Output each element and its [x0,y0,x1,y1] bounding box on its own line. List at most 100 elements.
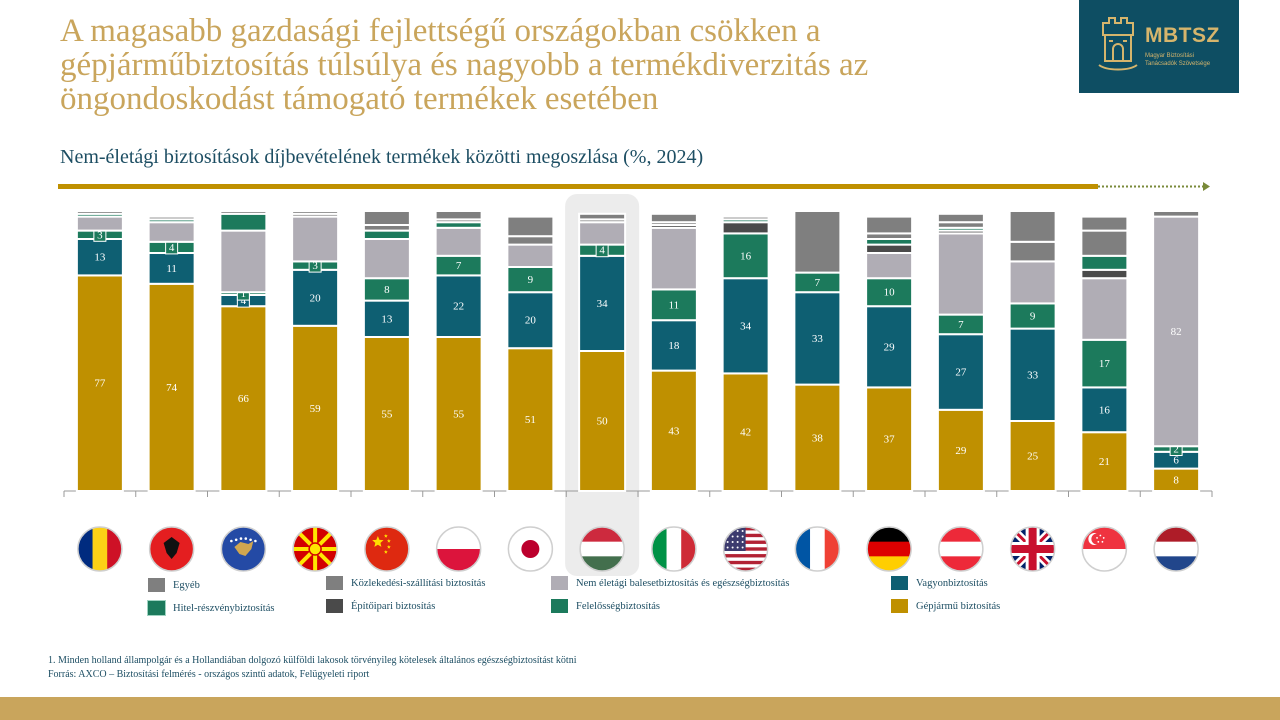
bar-segment-gepjarmu [147,282,196,492]
bar-segment-baleset [578,221,627,246]
data-label: 22 [453,301,464,313]
bar-segment-kozlekedesi [1080,229,1129,257]
logo-tagline: Magyar Biztosítási Tanácsadók Szövetsége [1145,53,1235,68]
data-label: 13 [94,252,106,264]
legend-label: Felelősségbiztosítás [576,600,660,612]
data-label: 9 [528,274,534,286]
data-label: 33 [812,333,824,345]
bar-segment-egyeb [936,212,985,224]
bar-segment-baleset [936,232,985,316]
data-label: 7 [958,319,964,331]
footnote-netherlands: 1. Minden holland állampolgár és a Holla… [48,655,577,666]
bar-segment-vagyon [434,274,483,338]
legend-swatch [326,576,343,590]
headline: A magasabb gazdasági fejlettségű országo… [60,13,869,117]
bar-segment-baleset [1008,260,1057,305]
bar-segment-egyeb [578,212,627,221]
legend-item-hitel: Hitel-részvénybiztosítás [147,600,274,616]
data-label: 13 [381,313,393,325]
bar-stack: 38 33 7 [793,210,842,493]
bar-segment-vagyon [865,305,914,389]
bar-segment-egyeb [362,210,411,226]
logo-name: MBTSZ [1145,24,1220,47]
bar-segment-baleset [291,215,340,263]
legend-label: Közlekedési-szállítási biztosítás [351,577,486,589]
legend-item-kozlekedesi: Közlekedési-szállítási biztosítás [326,576,485,590]
data-label: 3 [312,260,318,272]
bar-segment-egyeb [793,210,842,274]
bar-stack: 59 20 3 [291,210,340,492]
bar-segment-baleset [362,238,411,280]
bar-stack: 8 62 82 [1152,210,1201,493]
legend-swatch [891,599,908,613]
bar-segment-baleset [1152,215,1201,448]
bar-segment-baleset [649,226,698,291]
bar-segment-felelosseg [649,288,698,322]
data-label: 16 [1099,404,1111,416]
legend-label: Nem életági balesetbiztosítás és egészsé… [576,577,790,589]
bar-segment-hitel [219,212,268,232]
bar-segment-vagyon [649,319,698,372]
data-label: 2 [1173,444,1179,456]
data-label: 16 [740,250,752,262]
bar-segment-vagyon [1008,327,1057,423]
bar-segment-egyeb [434,210,483,221]
legend-swatch [148,578,165,592]
subtitle-rule [58,184,1098,189]
data-label: 42 [740,427,751,439]
bar-segment-baleset [506,243,555,269]
flag-ring [722,526,769,572]
bar-segment-hitel [1080,254,1129,271]
chart-subtitle: Nem-életági biztosítások díjbevételének … [60,146,704,168]
footer-bar [0,697,1280,720]
flag-ring [77,526,123,572]
bar-segment-epito [1080,268,1129,280]
data-label: 25 [1027,451,1039,463]
bar-stack: 21 16 17 [1080,215,1129,493]
flag-usa-icon [723,527,768,571]
bar-segment-egyeb [865,215,914,235]
bar-segment-egyeb [1008,210,1057,243]
bar-segment-vagyon [362,299,411,339]
source-note: Forrás: AXCO – Biztosítási felmérés - or… [48,669,370,680]
flag-ring [292,526,338,572]
data-label: 4 [169,242,175,254]
data-label: 29 [955,445,967,457]
bar-segment-baleset [75,215,124,232]
legend-item-felelosseg: Felelősségbiztosítás [551,599,660,613]
data-label: 82 [1171,326,1182,338]
data-label: 10 [884,287,896,299]
flag-ring [1081,526,1128,572]
bar-segment-egyeb [1152,210,1201,218]
flag-north-macedonia-icon [293,527,338,571]
bar-segment-epito [865,243,914,255]
bar-segment-egyeb [721,215,770,221]
data-label: 77 [94,378,106,390]
bar-segment-gepjarmu [219,305,268,493]
data-label: 34 [740,320,752,332]
castle-tower-icon [1098,17,1138,71]
bar-segment-kozlekedesi [506,235,555,246]
data-label: 33 [1027,369,1039,381]
legend-item-gepjarmu: Gépjármű biztosítás [891,599,1000,613]
bar-segment-baleset [147,221,196,243]
flag-ring [220,526,267,572]
flag-ring [579,526,625,572]
arrow-head-icon [1203,182,1210,191]
data-label: 21 [1099,456,1110,468]
bar-segment-vagyon [147,252,196,285]
bar-segment-vagyon [793,291,842,386]
flag-poland-icon [436,527,481,571]
data-label: 11 [166,263,177,275]
bar-segment-gepjarmu [362,336,411,492]
data-label: 17 [1099,358,1111,370]
legend-label: Egyéb [173,579,200,591]
bar-segment-egyeb [1080,215,1129,232]
legend-item-egyeb: Egyéb [148,578,200,592]
flag-ring [1009,526,1056,572]
data-label: 4 [599,245,605,257]
legend-swatch [551,599,568,613]
bar-segment-epito [721,221,770,235]
bar-segment-egyeb [147,215,196,221]
bar-segment-gepjarmu [649,369,698,493]
